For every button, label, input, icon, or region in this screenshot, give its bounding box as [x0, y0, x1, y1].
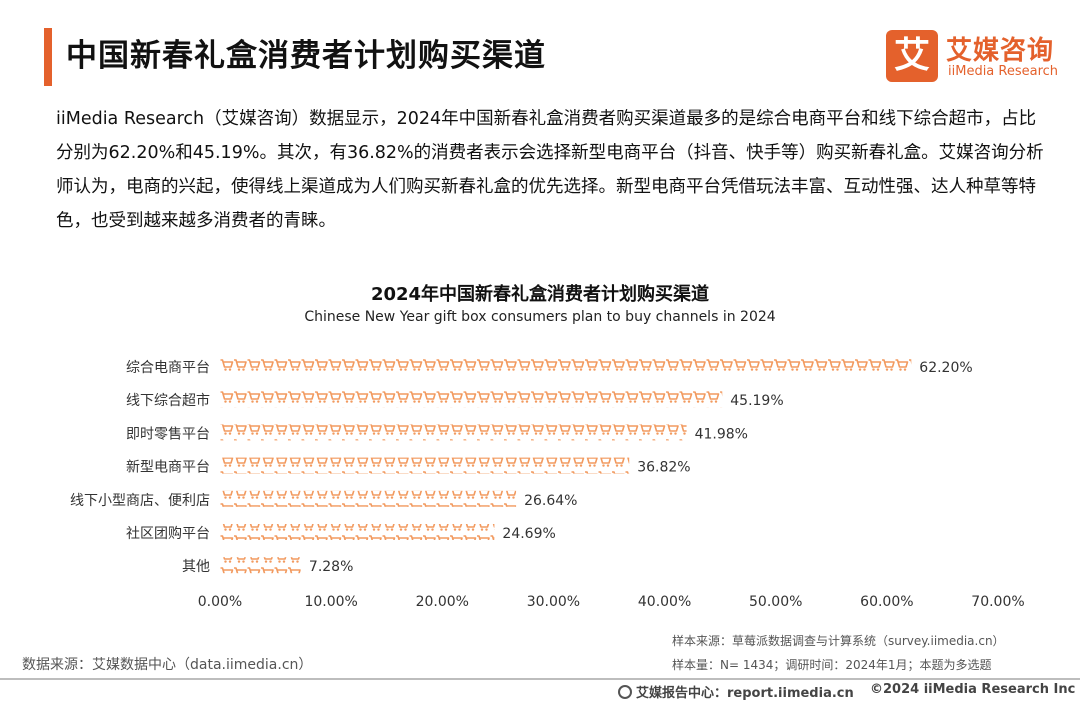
bar [220, 490, 517, 507]
x-tick-label: 70.00% [971, 594, 1024, 610]
bar-row: 即时零售平台 41.98% [126, 424, 748, 442]
bar-chart: 综合电商平台 62.20%线下综合超市 45.19%即时零售平台 41.98%新型电商… [70, 358, 1025, 610]
page-title: 中国新春礼盒消费者计划购买渠道 [66, 38, 546, 74]
bar-row: 综合电商平台 62.20% [126, 358, 973, 376]
x-tick-label: 50.00% [749, 594, 802, 610]
x-tick-label: 60.00% [860, 594, 913, 610]
globe-icon [618, 685, 632, 699]
x-tick-label: 10.00% [304, 594, 357, 610]
value-label: 41.98% [695, 426, 748, 442]
bar-row: 社区团购平台 24.69% [126, 524, 556, 542]
category-label: 线下综合超市 [126, 392, 210, 409]
chart-title: 2024年中国新春礼盒消费者计划购买渠道 [370, 284, 710, 305]
footer-divider [0, 678, 1080, 680]
footer-report-text: 艾媒报告中心：report.iimedia.cn [636, 686, 854, 701]
bar-row: 线下综合超市 45.19% [126, 391, 784, 409]
intro-paragraph: iiMedia Research（艾媒咨询）数据显示，2024年中国新春礼盒消费… [56, 109, 1044, 231]
x-tick-label: 30.00% [527, 594, 580, 610]
category-label: 其他 [182, 559, 210, 575]
category-label: 社区团购平台 [126, 526, 210, 542]
value-label: 45.19% [730, 393, 783, 409]
data-source: 数据来源：艾媒数据中心（data.iimedia.cn） [22, 657, 313, 673]
bar [220, 358, 912, 374]
logo-chinese-name: 艾媒咨询 [946, 36, 1055, 66]
bar [220, 391, 723, 408]
category-label: 线下小型商店、便利店 [70, 493, 210, 509]
value-label: 24.69% [502, 526, 555, 542]
value-label: 36.82% [637, 460, 690, 476]
title-accent-bar [44, 28, 52, 86]
bar [220, 557, 301, 574]
x-tick-label: 40.00% [638, 594, 691, 610]
bar-row: 新型电商平台 36.82% [126, 457, 691, 476]
bar [220, 457, 630, 474]
chart-subtitle: Chinese New Year gift box consumers plan… [304, 309, 776, 325]
value-label: 26.64% [524, 493, 577, 509]
bar [220, 424, 687, 441]
x-tick-label: 0.00% [198, 594, 242, 610]
x-tick-label: 20.00% [416, 594, 469, 610]
bar-row: 线下小型商店、便利店 26.64% [70, 490, 577, 509]
bar-row: 其他 7.28% [182, 557, 353, 575]
bar [220, 524, 495, 540]
value-label: 62.20% [919, 360, 972, 376]
logo-mark: 艾 [886, 30, 938, 82]
category-label: 即时零售平台 [126, 426, 210, 442]
footer-report-center: 艾媒报告中心：report.iimedia.cn [618, 682, 854, 701]
value-label: 7.28% [309, 559, 353, 575]
brand-logo: 艾 艾媒咨询 iiMedia Research [886, 30, 1066, 86]
category-label: 综合电商平台 [126, 360, 210, 376]
category-label: 新型电商平台 [126, 460, 210, 476]
logo-english-name: iiMedia Research [948, 64, 1059, 79]
sample-source: 样本来源：草莓派数据调查与计算系统（survey.iimedia.cn） [672, 634, 1005, 648]
footer-copyright: ©2024 iiMedia Research Inc [870, 682, 1076, 697]
sample-info: 样本量：N= 1434；调研时间：2024年1月；本题为多选题 [672, 658, 992, 672]
